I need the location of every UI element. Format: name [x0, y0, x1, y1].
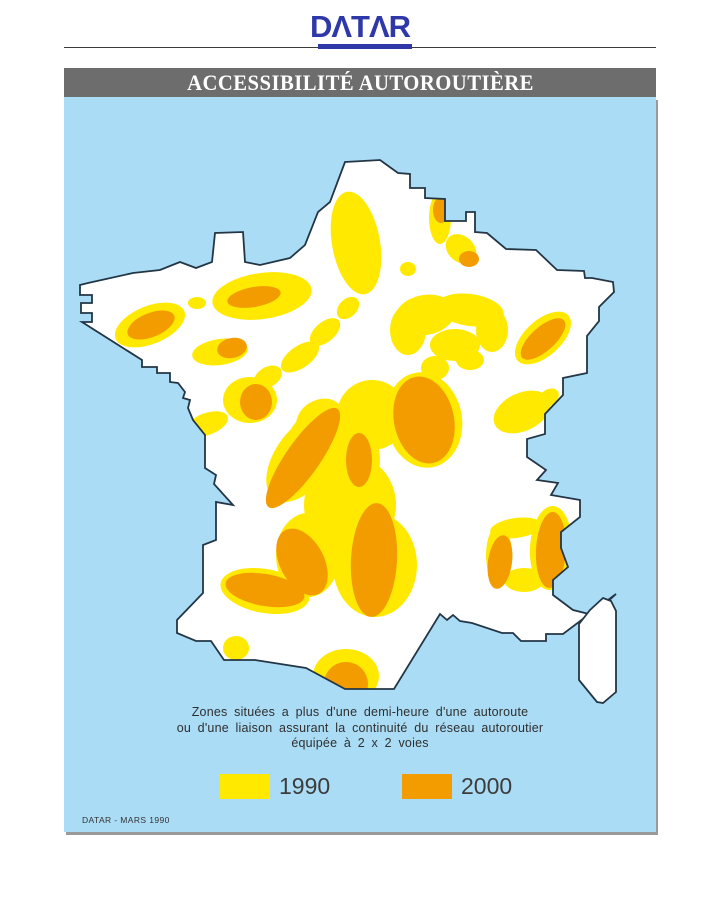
zone-1990-blob [390, 305, 426, 355]
zone-2000-blob [459, 251, 479, 267]
zone-1990-blob [476, 308, 508, 352]
france-accessibility-map [78, 159, 617, 704]
zone-1990-blob [493, 390, 551, 434]
zone-2000-blob [240, 384, 272, 420]
zone-2000-blob [276, 528, 328, 596]
caption-line-2: ou d'une liaison assurant la continuité … [176, 720, 544, 735]
credit-text: DATAR - MARS 1990 [82, 815, 170, 825]
zone-1990-blob [330, 191, 382, 295]
zone-2000-blob [535, 512, 567, 588]
zone-2000-blob [487, 535, 513, 589]
title-bar: ACCESSIBILITÉ AUTOROUTIÈRE [64, 68, 656, 97]
zone-2000-blob [520, 318, 566, 360]
zones-layer [114, 191, 573, 689]
datar-logo-text: DΛTΛR [309, 9, 411, 44]
datar-logo-underline [318, 44, 412, 49]
corsica-island [578, 596, 617, 704]
legend-swatch-1990 [220, 774, 270, 799]
zone-2000-blob [393, 376, 455, 464]
zone-2000-blob [324, 662, 368, 689]
legend-label-2000: 2000 [461, 773, 513, 799]
zone-2000-blob [217, 337, 247, 359]
map-caption: Zones situées a plus d'une demi-heure d'… [64, 705, 656, 752]
page-title: ACCESSIBILITÉ AUTOROUTIÈRE [186, 69, 534, 95]
map-panel: Zones situées a plus d'une demi-heure d'… [64, 97, 656, 832]
zone-2000-blob [227, 286, 281, 308]
legend-swatch-2000 [402, 774, 452, 799]
zone-1990-blob [400, 262, 416, 276]
france-outline [78, 159, 617, 690]
zone-2000-blob [265, 407, 341, 509]
zone-1990-blob [223, 636, 249, 660]
zone-1990-blob [280, 341, 320, 373]
legend-label-1990: 1990 [279, 773, 331, 799]
map-legend: 1990 2000 [64, 772, 656, 802]
zone-1990-blob [309, 318, 341, 346]
zone-2000-blob [433, 197, 449, 223]
caption-line-1: Zones situées a plus d'une demi-heure d'… [191, 705, 529, 719]
zone-2000-blob [127, 310, 175, 340]
zone-2000-blob [346, 433, 372, 487]
zone-1990-blob [456, 350, 484, 370]
zone-1990-blob [188, 297, 206, 309]
datar-logo: DΛTΛR [0, 10, 720, 44]
caption-line-3: équipée à 2 x 2 voies [291, 736, 429, 750]
zone-1990-blob [537, 388, 559, 408]
zone-1990-blob [254, 365, 282, 389]
zone-1990-blob [336, 296, 360, 320]
zone-2000-blob [350, 503, 398, 617]
zone-2000-blob [225, 572, 305, 608]
